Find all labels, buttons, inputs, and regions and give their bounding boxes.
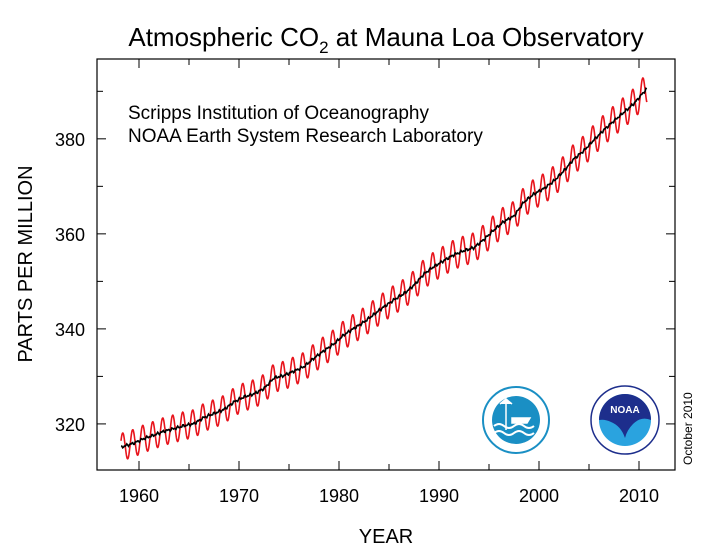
data-lines [120,77,648,460]
x-tick-label: 1960 [119,486,159,506]
y-tick-label: 320 [55,415,85,435]
y-tick-label: 380 [55,130,85,150]
y-axis-label: PARTS PER MILLION [15,165,37,362]
x-tick-label: 1990 [419,486,459,506]
x-tick-label: 1970 [219,486,259,506]
x-tick-label: 1980 [319,486,359,506]
monthly-co2-line [120,77,648,460]
date-note: October 2010 [681,392,695,465]
y-tick-label: 360 [55,225,85,245]
trend-co2-line [120,87,648,450]
x-tick-label: 2000 [519,486,559,506]
annotation-noaa: NOAA Earth System Research Laboratory [128,126,483,147]
annotation-scripps: Scripps Institution of Oceanography [128,103,430,124]
axis-ticks: 1960 1970 1980 1990 2000 2010 320 340 360 380 [55,59,675,506]
x-axis-label: YEAR [359,526,413,548]
noaa-logo: NOAA [590,385,660,455]
scripps-logo [482,386,550,454]
x-tick-label: 2010 [619,486,659,506]
y-tick-label: 340 [55,320,85,340]
svg-text:NOAA: NOAA [610,405,639,416]
plot-frame [96,58,676,471]
chart-title: Atmospheric CO2 at Mauna Loa Observatory [128,22,643,57]
